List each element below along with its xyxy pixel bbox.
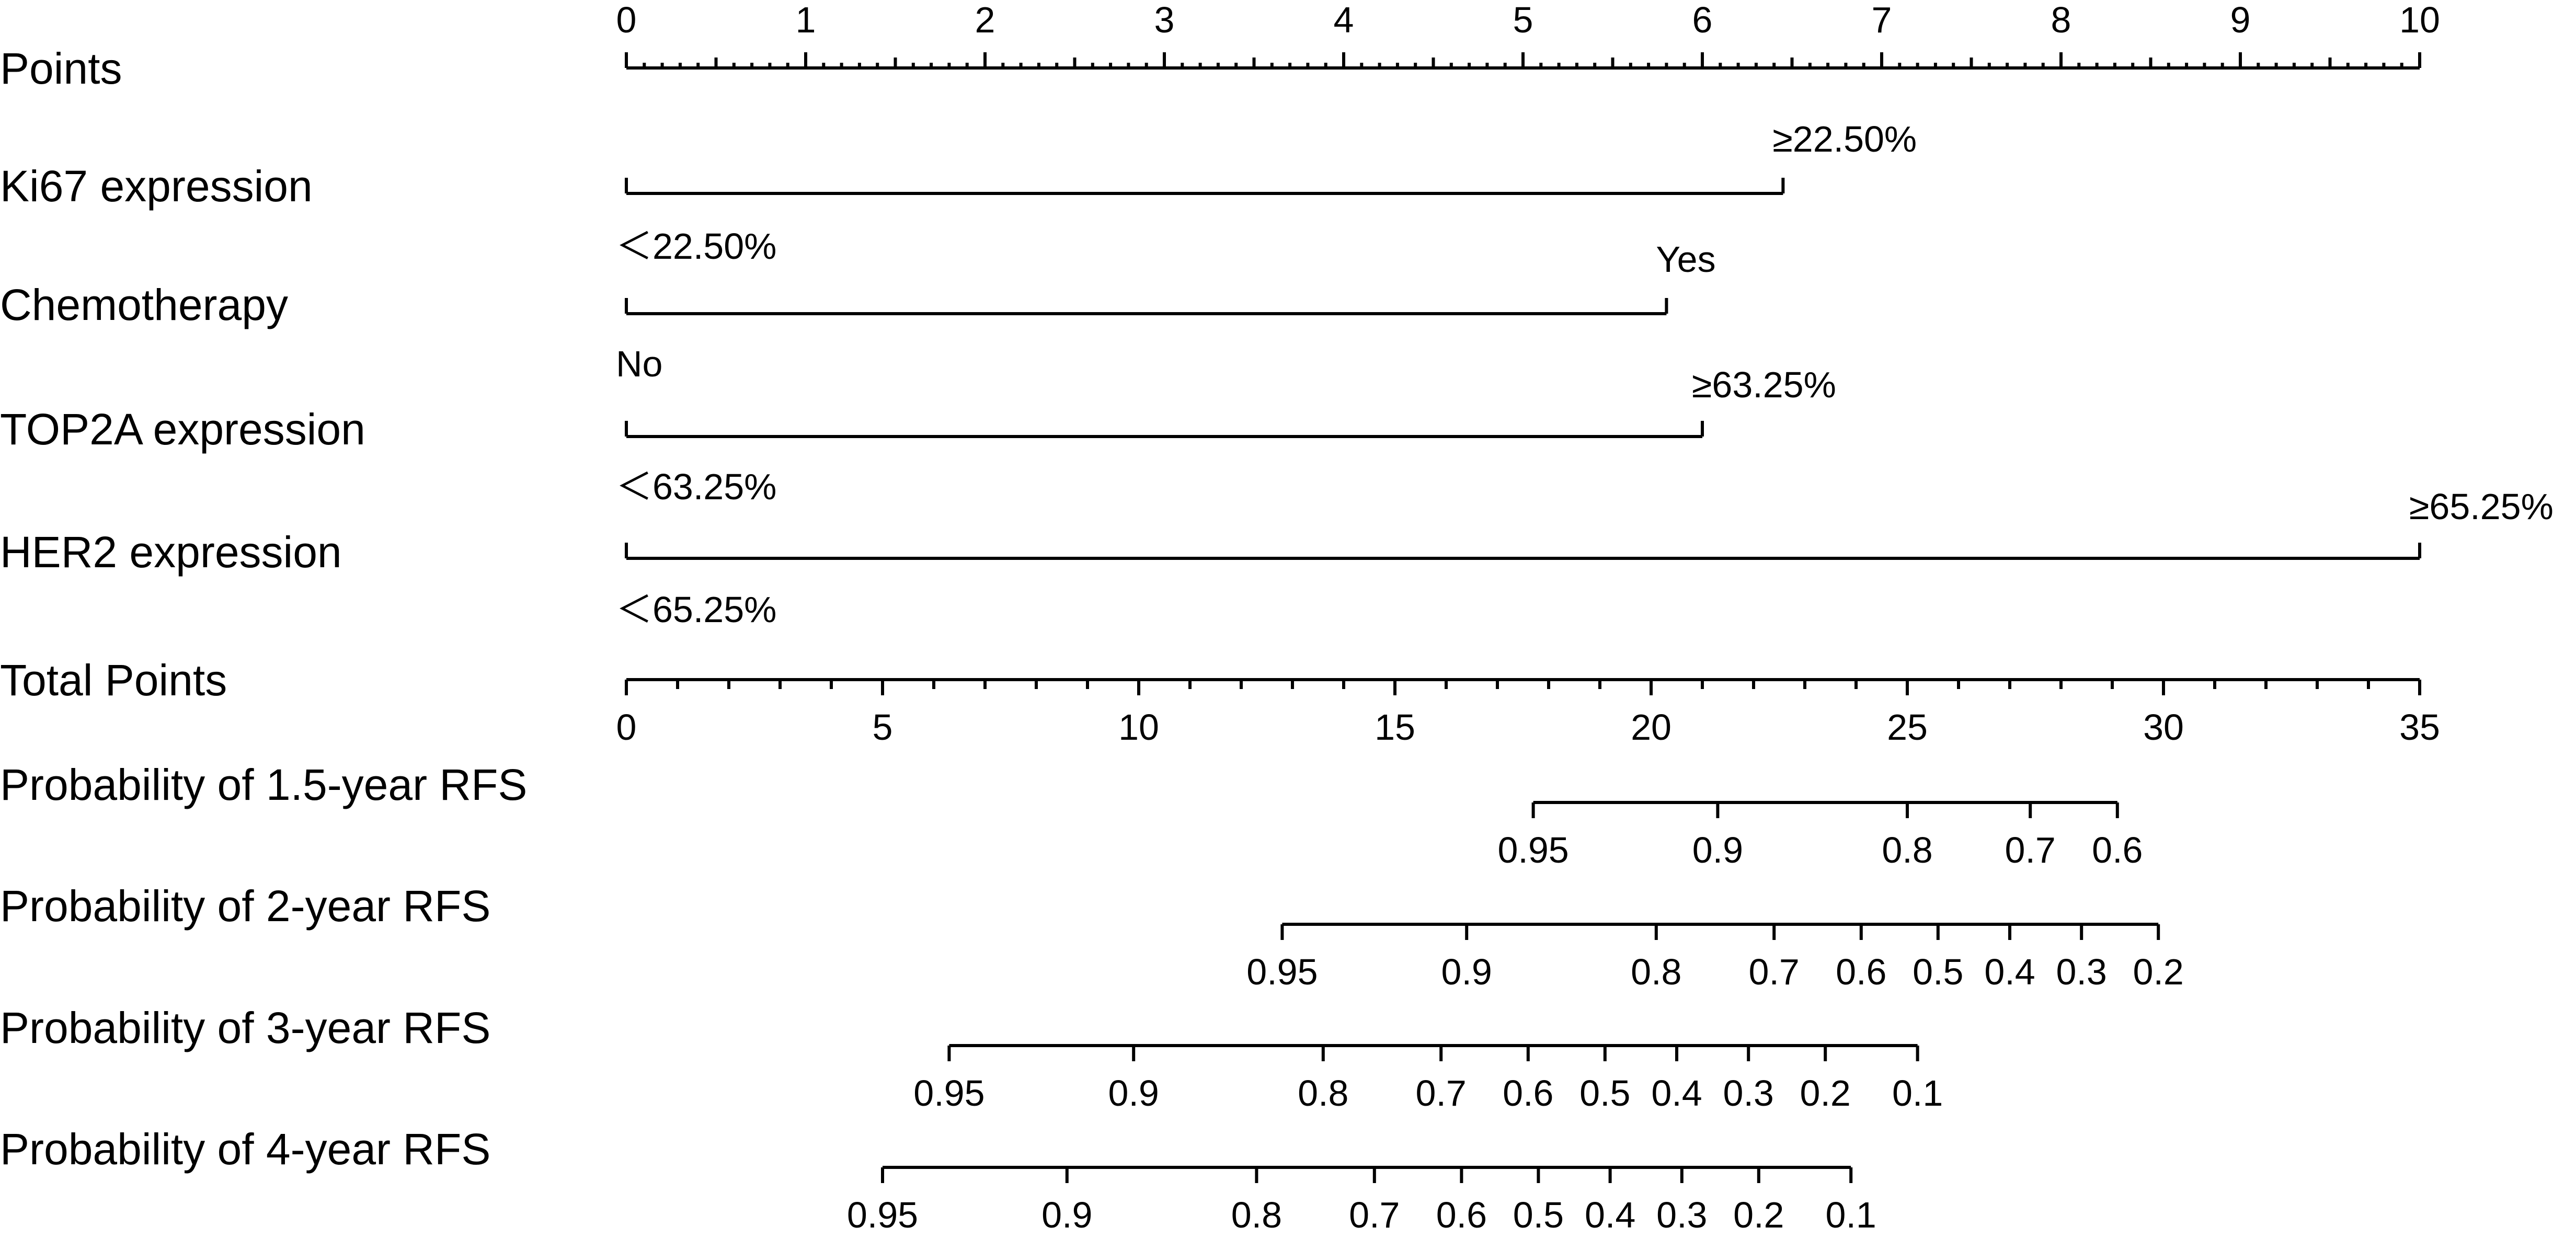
points-axis-label: Points (0, 44, 122, 93)
probability-axis: Probability of 2-year RFS 0.95 0.9 0.8 0.7 0.… (0, 881, 2184, 992)
total-points-axis-tick-label: 35 (2399, 707, 2440, 748)
variable-level-label: No (616, 343, 662, 384)
probability-axis-tick-label: 0.8 (1298, 1073, 1348, 1114)
points-axis-tick-label: 8 (2051, 0, 2071, 40)
probability-axis-tick-label: 0.95 (1497, 830, 1569, 870)
total-points-axis-label: Total Points (0, 656, 227, 705)
probability-axis-tick-label: 0.7 (1749, 951, 1800, 992)
probability-axis-tick-label: 0.7 (1416, 1073, 1467, 1114)
probability-axis-tick-label: 0.2 (1800, 1073, 1851, 1114)
probability-axis: Probability of 4-year RFS 0.95 0.9 0.8 0.7 0.… (0, 1125, 1876, 1235)
probability-axis-tick-label: 0.9 (1441, 951, 1492, 992)
variable-label: TOP2A expression (0, 405, 365, 454)
probability-axis-tick-label: 0.95 (913, 1073, 984, 1114)
points-axis-tick-label: 6 (1692, 0, 1713, 40)
total-points-axis-tick-label: 5 (873, 707, 893, 748)
points-axis-tick-label: 2 (975, 0, 995, 40)
probability-axis-tick-label: 0.5 (1579, 1073, 1630, 1114)
points-axis-group: Points 0 1 2 3 4 5 6 7 8 9 10 (0, 0, 2440, 93)
points-axis-tick-label: 10 (2399, 0, 2440, 40)
points-axis-tick-label: 9 (2230, 0, 2251, 40)
points-axis-tick-label: 0 (616, 0, 637, 40)
probability-axis-label: Probability of 3-year RFS (0, 1003, 490, 1052)
variable-level-label: ≥22.50% (1772, 119, 1917, 159)
probability-axis-tick-label: 0.1 (1892, 1073, 1943, 1114)
total-points-axis-tick-label: 30 (2143, 707, 2184, 748)
probability-axis-tick-label: 0.4 (1651, 1073, 1702, 1114)
probability-axis-tick-label: 0.8 (1231, 1195, 1282, 1235)
probability-axis-tick-label: 0.9 (1041, 1195, 1092, 1235)
variable-row: TOP2A expression ＜63.25% ≥63.25% (0, 364, 1836, 507)
variable-label: Ki67 expression (0, 162, 313, 211)
probability-axis-tick-label: 0.3 (1723, 1073, 1774, 1114)
probability-axis-tick-label: 0.7 (2005, 830, 2056, 870)
probability-axis-tick-label: 0.9 (1692, 830, 1743, 870)
probability-axis-tick-label: 0.9 (1108, 1073, 1159, 1114)
total-points-axis-tick-label: 25 (1887, 707, 1928, 748)
probability-axis-label: Probability of 4-year RFS (0, 1125, 490, 1174)
variable-label: HER2 expression (0, 527, 342, 577)
variable-level-label: Yes (1656, 239, 1715, 280)
probability-axis: Probability of 1.5-year RFS 0.95 0.9 0.8 0.7… (0, 760, 2143, 870)
total-points-axis-group: Total Points 0 5 10 15 20 25 30 35 (0, 656, 2440, 748)
variable-label: Chemotherapy (0, 280, 288, 329)
probability-axis-tick-label: 0.7 (1349, 1195, 1400, 1235)
probability-axis-tick-label: 0.1 (1826, 1195, 1876, 1235)
points-axis-tick-label: 4 (1334, 0, 1354, 40)
probability-axis-tick-label: 0.3 (2056, 951, 2107, 992)
variable-level-label: ≥63.25% (1692, 364, 1836, 405)
probability-axis-tick-label: 0.6 (1436, 1195, 1487, 1235)
probability-axis-tick-label: 0.95 (847, 1195, 918, 1235)
probability-axis-tick-label: 0.5 (1513, 1195, 1564, 1235)
variable-row: HER2 expression ＜65.25% ≥65.25% (0, 486, 2554, 630)
variable-row: Ki67 expression ＜22.50% ≥22.50% (0, 119, 1917, 267)
points-axis-tick-label: 7 (1872, 0, 1892, 40)
probability-axis-tick-label: 0.6 (1503, 1073, 1553, 1114)
probability-axis-tick-label: 0.2 (1733, 1195, 1784, 1235)
probability-axis-tick-label: 0.5 (1913, 951, 1963, 992)
probability-axes-group: Probability of 1.5-year RFS 0.95 0.9 0.8 0.7… (0, 760, 2184, 1235)
probability-axis-tick-label: 0.8 (1882, 830, 1932, 870)
probability-axis-label: Probability of 2-year RFS (0, 881, 490, 931)
points-axis-tick-label: 3 (1154, 0, 1175, 40)
variable-level-label: ≥65.25% (2409, 486, 2554, 527)
variable-level-label: ＜63.25% (616, 466, 776, 507)
total-points-axis-tick-label: 20 (1631, 707, 1671, 748)
total-points-axis-tick-label: 10 (1118, 707, 1159, 748)
probability-axis-tick-label: 0.6 (2092, 830, 2143, 870)
probability-axis-tick-label: 0.4 (1585, 1195, 1635, 1235)
probability-axis-tick-label: 0.8 (1631, 951, 1681, 992)
probability-axis-tick-label: 0.2 (2133, 951, 2184, 992)
probability-axis-tick-label: 0.95 (1246, 951, 1318, 992)
probability-axis-tick-label: 0.4 (1984, 951, 2035, 992)
variable-level-label: ＜22.50% (616, 226, 776, 267)
variables-group: Ki67 expression ＜22.50% ≥22.50% Chemotherap… (0, 119, 2554, 630)
total-points-axis-tick-label: 15 (1375, 707, 1415, 748)
points-axis-tick-label: 1 (796, 0, 816, 40)
probability-axis-tick-label: 0.3 (1656, 1195, 1707, 1235)
variable-row: Chemotherapy No Yes (0, 239, 1716, 384)
points-axis-tick-label: 5 (1513, 0, 1533, 40)
probability-axis-tick-label: 0.6 (1836, 951, 1886, 992)
total-points-axis-tick-label: 0 (616, 707, 637, 748)
probability-axis: Probability of 3-year RFS 0.95 0.9 0.8 0.7 0.… (0, 1003, 1943, 1114)
variable-level-label: ＜65.25% (616, 589, 776, 630)
probability-axis-label: Probability of 1.5-year RFS (0, 760, 527, 809)
